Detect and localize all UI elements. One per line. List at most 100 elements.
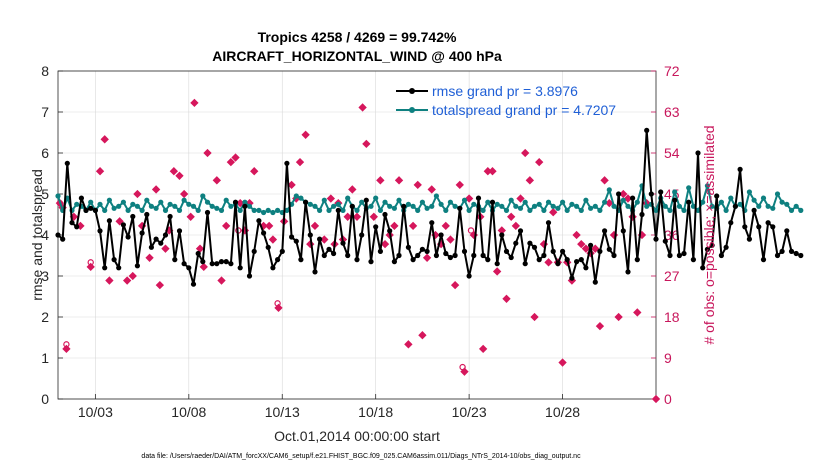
rmse-point bbox=[461, 248, 468, 254]
obs-assimilated-marker bbox=[422, 253, 432, 262]
totalspread-point bbox=[373, 195, 379, 201]
chart-subtitle: AIRCRAFT_HORIZONTAL_WIND @ 400 hPa bbox=[212, 48, 502, 64]
rmse-point bbox=[200, 259, 206, 265]
rmse-point bbox=[475, 195, 482, 201]
y2-tick-label: 63 bbox=[664, 104, 680, 120]
rmse-point bbox=[265, 244, 271, 250]
obs-assimilated-marker bbox=[408, 221, 418, 231]
rmse-point bbox=[634, 257, 640, 263]
totalspread-point bbox=[195, 207, 201, 213]
totalspread-point bbox=[284, 207, 290, 213]
totalspread-point bbox=[602, 199, 608, 205]
obs-assimilated-marker bbox=[62, 344, 71, 354]
rmse-point bbox=[433, 252, 439, 259]
rmse-point bbox=[335, 207, 341, 213]
rmse-point bbox=[275, 257, 281, 263]
obs-assimilated-marker bbox=[122, 276, 132, 285]
rmse-point bbox=[545, 220, 552, 226]
rmse-point bbox=[541, 252, 547, 259]
rmse-series bbox=[55, 127, 804, 287]
rmse-point bbox=[714, 193, 720, 199]
rmse-point bbox=[620, 228, 626, 234]
obs-assimilated-marker bbox=[100, 135, 109, 144]
obs-assimilated-marker bbox=[352, 212, 362, 221]
rmse-point bbox=[92, 207, 98, 213]
totalspread-point bbox=[737, 201, 743, 207]
totalspread-point bbox=[172, 203, 178, 209]
obs-assimilated-marker bbox=[212, 176, 222, 185]
obs-assimilated-marker bbox=[469, 230, 478, 240]
totalspread-point bbox=[335, 201, 341, 207]
obs-assimilated-marker bbox=[86, 262, 95, 272]
totalspread-point bbox=[531, 203, 538, 209]
totalspread-point bbox=[55, 193, 61, 199]
obs-assimilated-marker bbox=[619, 189, 628, 199]
rmse-point bbox=[83, 207, 89, 213]
totalspread-point bbox=[312, 203, 318, 209]
rmse-point bbox=[415, 252, 421, 259]
obs-assimilated-marker bbox=[151, 185, 161, 194]
rmse-point bbox=[134, 263, 140, 269]
rmse-point bbox=[574, 259, 580, 265]
totalspread-point bbox=[574, 203, 580, 209]
rmse-point bbox=[760, 257, 767, 263]
totalspread-point bbox=[88, 199, 94, 205]
rmse-point bbox=[139, 230, 145, 236]
legend-rmse-label: rmse grand pr = 3.8976 bbox=[432, 83, 578, 99]
totalspread-point bbox=[718, 199, 725, 205]
totalspread-point bbox=[606, 187, 612, 193]
legend-spread-marker bbox=[409, 107, 415, 113]
totalspread-point bbox=[307, 201, 313, 207]
totalspread-point bbox=[218, 207, 225, 213]
rmse-point bbox=[676, 252, 683, 259]
rmse-point bbox=[312, 269, 318, 275]
obs-assimilated-marker bbox=[128, 271, 137, 281]
rmse-point bbox=[116, 265, 122, 271]
obs-assimilated-marker bbox=[413, 180, 422, 190]
totalspread-point bbox=[471, 201, 477, 207]
obs-assimilated-marker bbox=[301, 130, 310, 139]
rmse-point bbox=[293, 238, 299, 244]
totalspread-point bbox=[190, 203, 197, 209]
rmse-point bbox=[774, 252, 781, 259]
totalspread-point bbox=[784, 201, 790, 207]
rmse-point bbox=[765, 220, 771, 226]
rmse-point bbox=[485, 257, 491, 263]
rmse-point bbox=[494, 261, 500, 267]
rmse-point bbox=[602, 228, 608, 234]
totalspread-point bbox=[214, 205, 220, 211]
obs-assimilated-marker bbox=[133, 189, 142, 199]
rmse-point bbox=[517, 228, 524, 234]
totalspread-point bbox=[130, 201, 136, 207]
rmse-point bbox=[700, 265, 706, 271]
totalspread-point bbox=[158, 199, 164, 205]
totalspread-point bbox=[424, 205, 430, 211]
rmse-point bbox=[405, 244, 411, 250]
obs-assimilated-marker bbox=[310, 221, 320, 231]
totalspread-point bbox=[774, 191, 781, 197]
rmse-point bbox=[106, 218, 112, 224]
totalspread-point bbox=[134, 203, 140, 209]
totalspread-point bbox=[653, 207, 659, 213]
totalspread-point bbox=[592, 203, 598, 209]
rmse-point bbox=[756, 224, 762, 230]
totalspread-point bbox=[326, 207, 332, 213]
totalspread-point bbox=[751, 197, 757, 203]
totalspread-point bbox=[153, 205, 159, 211]
rmse-point bbox=[391, 259, 397, 265]
totalspread-point bbox=[387, 203, 393, 209]
totalspread-point bbox=[480, 207, 486, 213]
obs-assimilated-marker bbox=[450, 280, 460, 290]
left-axis-ticks: 0 1 2 3 4 5 6 7 8 bbox=[41, 63, 63, 407]
rmse-point bbox=[261, 230, 267, 236]
totalspread-point bbox=[204, 199, 211, 205]
totalspread-point bbox=[644, 203, 650, 209]
totalspread-point bbox=[536, 201, 542, 207]
rmse-point bbox=[429, 220, 435, 226]
totalspread-point bbox=[265, 207, 271, 213]
totalspread-point bbox=[550, 203, 556, 209]
rmse-line bbox=[57, 129, 802, 286]
totalspread-point bbox=[359, 199, 365, 205]
rmse-point bbox=[630, 195, 636, 201]
